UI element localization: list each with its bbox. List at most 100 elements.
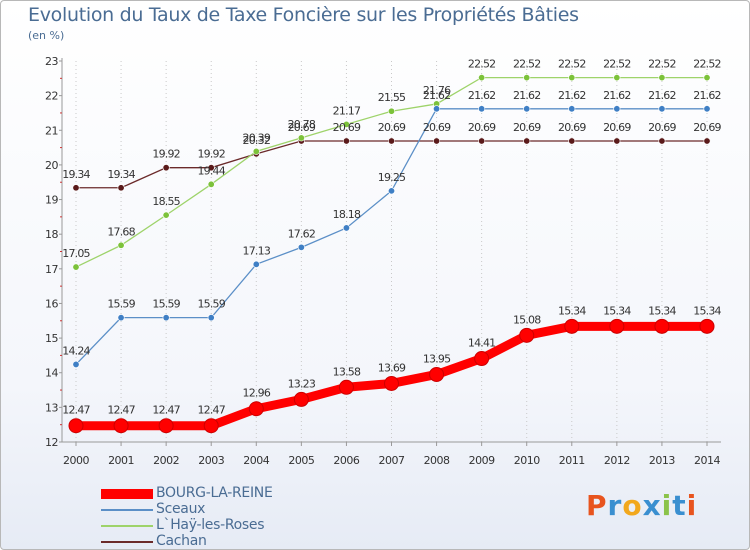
data-label: 15.59 [107,298,135,311]
data-point [117,314,125,322]
y-tick-label: 13 [45,401,58,414]
data-point [703,74,711,82]
data-label: 14.41 [468,337,496,350]
logo-letter: i [661,489,673,522]
data-point [478,74,486,82]
x-tick-label: 2005 [288,454,314,467]
data-label: 20.78 [288,118,316,131]
data-point [568,105,576,113]
data-point [387,107,395,115]
legend-swatch-lhay-les-roses [101,525,153,527]
data-point [654,318,670,334]
y-tick-label: 18 [45,228,58,241]
data-point [433,105,441,113]
data-label: 20.69 [468,121,496,134]
data-point [162,314,170,322]
y-axis-unit: (en %) [28,29,65,42]
data-label: 13.95 [423,352,451,365]
data-point [342,224,350,232]
data-label: 20.69 [423,121,451,134]
data-label: 19.44 [197,164,225,177]
data-point [113,418,129,434]
x-tick-label: 2008 [424,454,450,467]
data-point [297,243,305,251]
data-point [248,401,264,417]
data-label: 20.39 [243,131,271,144]
data-label: 19.92 [152,148,180,161]
data-point [162,211,170,219]
data-label: 20.69 [333,121,361,134]
data-label: 12.47 [107,404,135,417]
x-tick-label: 2011 [559,454,585,467]
legend-label: BOURG-LA-REINE [156,485,273,501]
data-label: 18.55 [152,195,180,208]
y-tick-label: 23 [45,55,58,68]
x-tick-label: 2004 [243,454,269,467]
data-label: 13.58 [333,365,361,378]
data-label: 20.69 [603,121,631,134]
data-point [342,120,350,128]
data-point [658,105,666,113]
x-tick-label: 2001 [108,454,134,467]
legend-label: Sceaux [156,501,206,517]
y-tick-label: 15 [45,332,58,345]
data-label: 21.62 [693,89,721,102]
data-label: 22.52 [558,58,586,71]
data-label: 12.96 [243,387,271,400]
legend-swatch-bourg-la-reine [101,489,153,499]
data-label: 21.17 [333,104,361,117]
data-point [384,375,399,391]
chart-title: Evolution du Taux de Taxe Foncière sur l… [28,4,579,26]
data-point [613,74,621,82]
legend-label: Cachan [156,533,207,549]
data-point [72,263,80,271]
data-point [117,184,125,192]
data-label: 20.69 [693,121,721,134]
logo-letter: r [607,489,623,522]
data-label: 19.34 [107,168,135,181]
data-label: 13.23 [288,377,316,390]
data-point [699,318,715,334]
data-point [658,74,666,82]
y-tick-label: 22 [45,90,58,103]
data-label: 20.69 [648,121,676,134]
data-point [474,351,490,367]
x-tick-label: 2010 [514,454,540,467]
data-label: 17.62 [288,227,316,240]
data-point [523,74,531,82]
legend-label: L`Haÿ-les-Roses [156,517,265,533]
data-point [68,418,84,434]
data-point [523,105,531,113]
data-point [613,105,621,113]
data-label: 21.62 [648,89,676,102]
data-point [523,137,531,145]
data-point [568,74,576,82]
x-tick-label: 2006 [333,454,359,467]
data-point [297,134,305,142]
y-tick-label: 12 [45,436,58,449]
data-label: 12.47 [62,404,90,417]
data-point [429,366,445,382]
x-tick-label: 2007 [379,454,405,467]
data-label: 14.24 [62,344,90,357]
data-label: 22.52 [603,58,631,71]
legend-swatch-sceaux [101,509,153,511]
data-label: 13.69 [378,361,406,374]
data-label: 15.34 [693,304,721,317]
data-point [162,164,170,172]
data-point [207,314,215,322]
data-point [387,137,395,145]
data-label: 12.47 [197,404,225,417]
data-label: 15.59 [197,298,225,311]
y-tick-label: 20 [45,159,58,172]
x-tick-label: 2014 [694,454,720,467]
data-label: 19.92 [197,148,225,161]
data-point [293,391,309,407]
data-point [252,147,260,155]
data-label: 21.62 [423,89,451,102]
data-label: 19.25 [378,171,406,184]
data-point [72,184,80,192]
data-point [338,379,354,395]
